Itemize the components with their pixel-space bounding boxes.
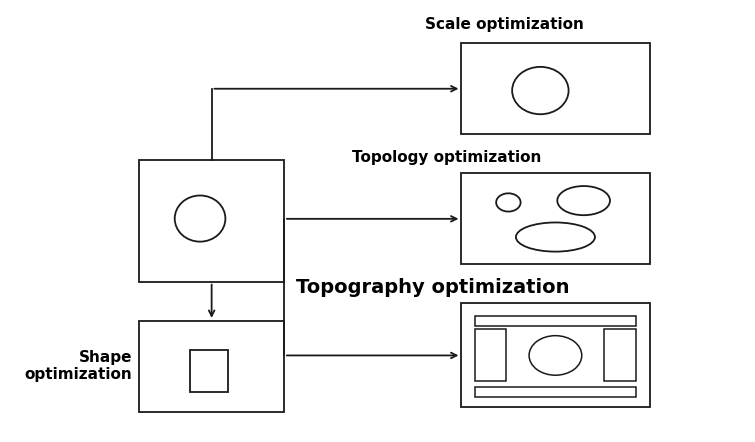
Bar: [474, 316, 636, 326]
Text: Topology optimization: Topology optimization: [352, 150, 541, 164]
Text: Scale optimization: Scale optimization: [425, 17, 584, 32]
Text: Shape
optimization: Shape optimization: [24, 350, 132, 382]
Ellipse shape: [512, 67, 569, 114]
Ellipse shape: [174, 195, 226, 242]
Bar: [474, 387, 636, 397]
Ellipse shape: [516, 222, 595, 251]
Bar: [139, 160, 284, 282]
Ellipse shape: [557, 186, 610, 215]
Bar: [604, 329, 636, 381]
Text: Topography optimization: Topography optimization: [296, 278, 569, 297]
Bar: [461, 303, 649, 408]
Bar: [139, 321, 284, 412]
Ellipse shape: [496, 193, 521, 212]
Ellipse shape: [529, 335, 582, 375]
Bar: [190, 350, 227, 392]
Bar: [474, 329, 507, 381]
Bar: [461, 173, 649, 264]
Bar: [461, 43, 649, 134]
